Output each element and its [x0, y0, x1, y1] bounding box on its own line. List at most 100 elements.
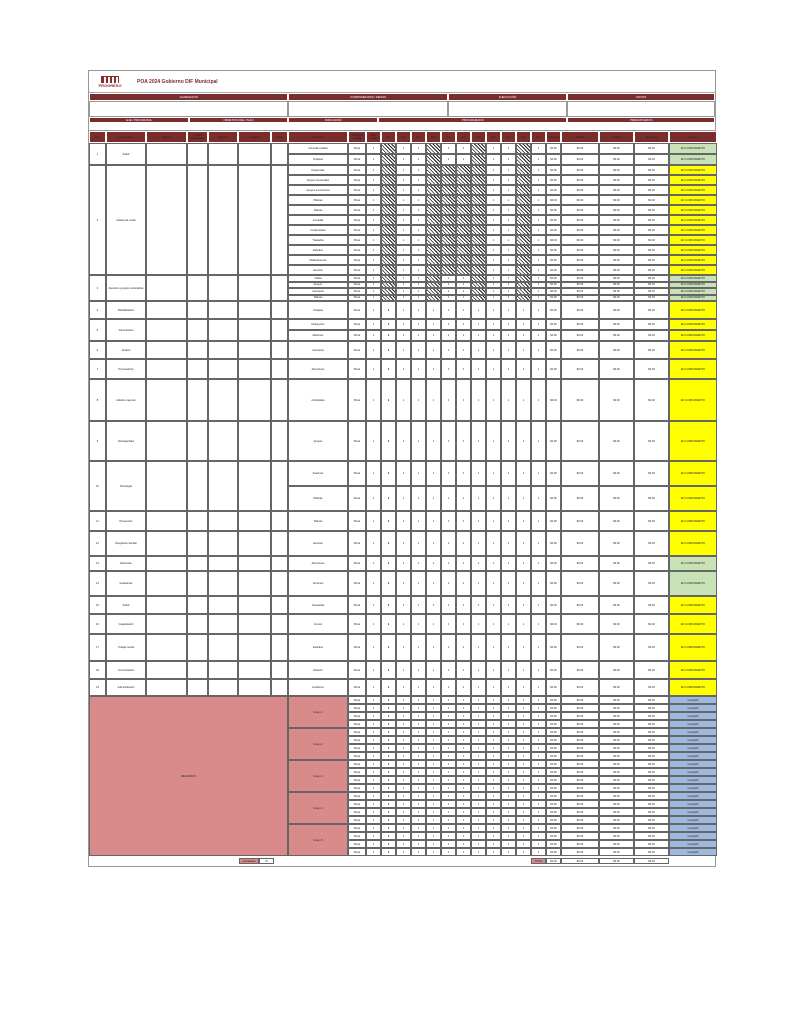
month-value: 1 [396, 712, 411, 720]
column-header: May [426, 131, 441, 143]
budget-value: $0.00 [599, 275, 634, 282]
budget-value: $0.00 [634, 185, 669, 195]
table-cell [146, 571, 187, 596]
column-header: Nov [516, 131, 531, 143]
month-value: 1 [486, 461, 501, 486]
budget-value: $0.00 [634, 840, 669, 848]
month-value: 1 [486, 832, 501, 840]
table-cell [238, 143, 271, 165]
hatched-month-cell [471, 195, 486, 205]
month-value: 1 [516, 379, 531, 421]
month-value: 1 [381, 736, 396, 744]
column-header: Meta anual [366, 131, 381, 143]
annual-goal: 1 [366, 736, 381, 744]
budget-value: $0.00 [561, 294, 599, 301]
month-value: 1 [486, 768, 501, 776]
budget-value: $0.00 [546, 461, 561, 486]
month-value: 1 [396, 531, 411, 556]
month-value: 1 [471, 301, 486, 319]
month-value: 1 [456, 776, 471, 784]
annual-goal: 1 [366, 824, 381, 832]
month-value: 1 [411, 760, 426, 768]
hatched-month-cell [516, 154, 531, 165]
annual-goal: 1 [366, 421, 381, 461]
hatched-month-cell [516, 195, 531, 205]
month-value: 1 [471, 728, 486, 736]
budget-value: $0.00 [599, 421, 634, 461]
table-cell [238, 461, 271, 511]
month-value: 1 [516, 696, 531, 704]
activity-name: Medicamentos [288, 255, 348, 265]
budget-value: $0.00 [599, 712, 634, 720]
month-value: 1 [426, 679, 441, 696]
month-value: 1 [486, 245, 501, 255]
unit-of-measure: Pieza [348, 728, 366, 736]
budget-value: $0.00 [561, 154, 599, 165]
budget-value: $0.00 [561, 679, 599, 696]
budget-value: $0.00 [561, 661, 599, 679]
table-cell [187, 511, 208, 531]
month-value: 1 [411, 461, 426, 486]
month-value: 1 [411, 294, 426, 301]
month-value: 1 [456, 154, 471, 165]
activity-name: Difusión [288, 661, 348, 679]
month-value: 1 [501, 720, 516, 728]
column-header: Objetivo [146, 131, 187, 143]
annual-goal: 1 [366, 205, 381, 215]
month-value: 1 [426, 571, 441, 596]
status-badge: EN CUMPLIMIENTO [669, 421, 717, 461]
unit-of-measure: Pieza [348, 679, 366, 696]
budget-value: $0.00 [634, 634, 669, 661]
hatched-month-cell [426, 275, 441, 282]
row-number: 10 [89, 461, 106, 511]
unit-of-measure: Pieza [348, 205, 366, 215]
table-cell [238, 379, 271, 421]
budget-value: $0.00 [546, 511, 561, 531]
month-value: 1 [471, 744, 486, 752]
component-name: Comunicación [106, 661, 146, 679]
month-value: 1 [531, 154, 546, 165]
month-value: 1 [411, 728, 426, 736]
hatched-month-cell [381, 255, 396, 265]
table-cell [208, 614, 238, 634]
month-value: 1 [396, 768, 411, 776]
month-value: 1 [531, 379, 546, 421]
month-value: 1 [426, 848, 441, 856]
table-cell [187, 461, 208, 511]
month-value: 1 [456, 848, 471, 856]
month-value: 1 [501, 736, 516, 744]
month-value: 1 [396, 792, 411, 800]
month-value: 1 [501, 235, 516, 245]
month-value: 1 [516, 832, 531, 840]
month-value: 1 [411, 712, 426, 720]
budget-value: $0.00 [634, 728, 669, 736]
month-value: 1 [486, 736, 501, 744]
month-value: 1 [531, 792, 546, 800]
month-value: 1 [381, 301, 396, 319]
unit-of-measure: Pieza [348, 800, 366, 808]
budget-value: $0.00 [634, 330, 669, 341]
month-value: 1 [426, 461, 441, 486]
month-value: 1 [441, 824, 456, 832]
table-cell [238, 634, 271, 661]
month-value: 1 [456, 824, 471, 832]
hatched-month-cell [381, 205, 396, 215]
band-objetivo: OBJETIVO DEL PLAN [188, 117, 289, 123]
hatched-month-cell [441, 205, 456, 215]
table-cell [208, 421, 238, 461]
budget-value: $0.00 [599, 776, 634, 784]
activity-name: Despensas [288, 165, 348, 175]
month-value: 1 [501, 359, 516, 379]
month-value: 1 [486, 704, 501, 712]
hatched-month-cell [441, 265, 456, 275]
activity-name: Eventos [288, 265, 348, 275]
hatched-month-cell [426, 195, 441, 205]
hatched-month-cell [471, 215, 486, 225]
status-badge: Cumplido [669, 840, 717, 848]
hatched-month-cell [426, 185, 441, 195]
month-value: 1 [516, 712, 531, 720]
status-badge: Cumplido [669, 792, 717, 800]
activity-name: Desayunos [288, 319, 348, 330]
table-cell [146, 143, 187, 165]
month-value: 1 [531, 768, 546, 776]
